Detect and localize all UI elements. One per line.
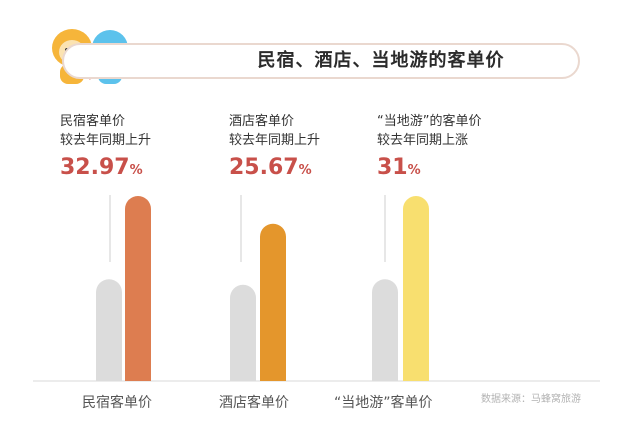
bar-baseline bbox=[230, 284, 256, 381]
bar-current bbox=[403, 196, 429, 381]
annotation-line1: 民宿客单价 bbox=[60, 114, 126, 129]
chart-title: 民宿、酒店、当地游的客单价 bbox=[257, 50, 505, 71]
annotation-hotel: 酒店客单价 较去年同期上升 25.67% bbox=[229, 112, 320, 184]
annotation-value: 31% bbox=[377, 155, 421, 180]
annotation-value: 32.97% bbox=[60, 155, 143, 180]
title-pill: 民宿、酒店、当地游的客单价 bbox=[62, 43, 580, 79]
bar-current bbox=[125, 196, 151, 381]
bar-current bbox=[260, 223, 286, 381]
annotation-line2: 较去年同期上升 bbox=[60, 133, 152, 148]
category-label: 民宿客单价 bbox=[82, 395, 152, 411]
bar-baseline bbox=[96, 279, 122, 381]
annotation-line1: 酒店客单价 bbox=[229, 114, 295, 129]
annotation-value: 25.67% bbox=[229, 155, 312, 180]
annotation-line1: “当地游”的客单价 bbox=[377, 114, 482, 129]
annotation-line2: 较去年同期上涨 bbox=[377, 133, 469, 148]
annotation-minsu: 民宿客单价 较去年同期上升 32.97% bbox=[60, 112, 151, 184]
category-label: 酒店客单价 bbox=[219, 395, 289, 411]
data-source: 数据来源：马蜂窝旅游 bbox=[481, 394, 581, 405]
annotation-local-tour: “当地游”的客单价 较去年同期上涨 31% bbox=[377, 112, 481, 184]
bar-baseline bbox=[372, 279, 398, 381]
annotation-line2: 较去年同期上升 bbox=[229, 133, 321, 148]
category-label: “当地游”客单价 bbox=[334, 395, 433, 411]
